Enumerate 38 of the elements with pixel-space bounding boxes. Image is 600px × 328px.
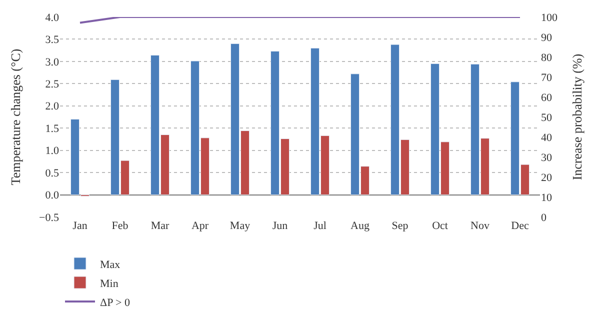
x-tick-label: May — [230, 220, 251, 232]
y-tick-label: 3.0 — [45, 56, 60, 68]
legend-label: ΔP > 0 — [100, 296, 130, 309]
y-tick-label: 2.5 — [45, 78, 60, 91]
y2-tick-label: 10 — [541, 192, 552, 204]
x-tick-label: Sep — [392, 220, 409, 232]
y2-tick-label: 70 — [541, 72, 552, 84]
x-tick-label: Jul — [314, 220, 326, 232]
y-tick-label: 1.5 — [45, 122, 60, 135]
y-tick-label: 0.5 — [45, 167, 60, 180]
x-tick-label: Aug — [350, 220, 370, 232]
y-tick-label: 1.0 — [45, 145, 60, 158]
y2-tick-label: 50 — [541, 112, 552, 124]
legend-label: Max — [100, 258, 121, 271]
y-axis-title: Temperature changes (°C) — [8, 48, 23, 186]
x-tick-label: Feb — [112, 220, 129, 232]
y-tick-label: 2.0 — [45, 100, 60, 113]
x-tick-label: Oct — [432, 220, 448, 232]
y2-tick-label: 100 — [541, 12, 558, 24]
y2-tick-label: 40 — [541, 132, 552, 144]
legend-label: Min — [100, 278, 119, 290]
x-tick-label: Apr — [191, 220, 209, 232]
y-tick-label: −0.5 — [39, 212, 60, 224]
x-tick-label: Jan — [72, 220, 88, 232]
y2-tick-label: 30 — [541, 152, 552, 164]
y-tick-label: 4.0 — [45, 12, 60, 24]
x-tick-label: Dec — [511, 220, 529, 232]
y-tick-label: 0.0 — [45, 190, 60, 202]
y2-tick-label: 90 — [541, 32, 552, 44]
y2-tick-label: 20 — [541, 172, 552, 184]
x-tick-label: Nov — [470, 220, 490, 232]
y-tick-label: 3.5 — [45, 34, 60, 46]
y2-tick-label: 0 — [541, 212, 547, 224]
x-tick-label: Mar — [150, 220, 170, 232]
y2-tick-label: 60 — [541, 92, 552, 104]
x-tick-label: Jun — [272, 220, 288, 232]
y2-axis-title: Increase probability (%) — [570, 54, 585, 180]
y2-tick-label: 80 — [541, 52, 552, 64]
